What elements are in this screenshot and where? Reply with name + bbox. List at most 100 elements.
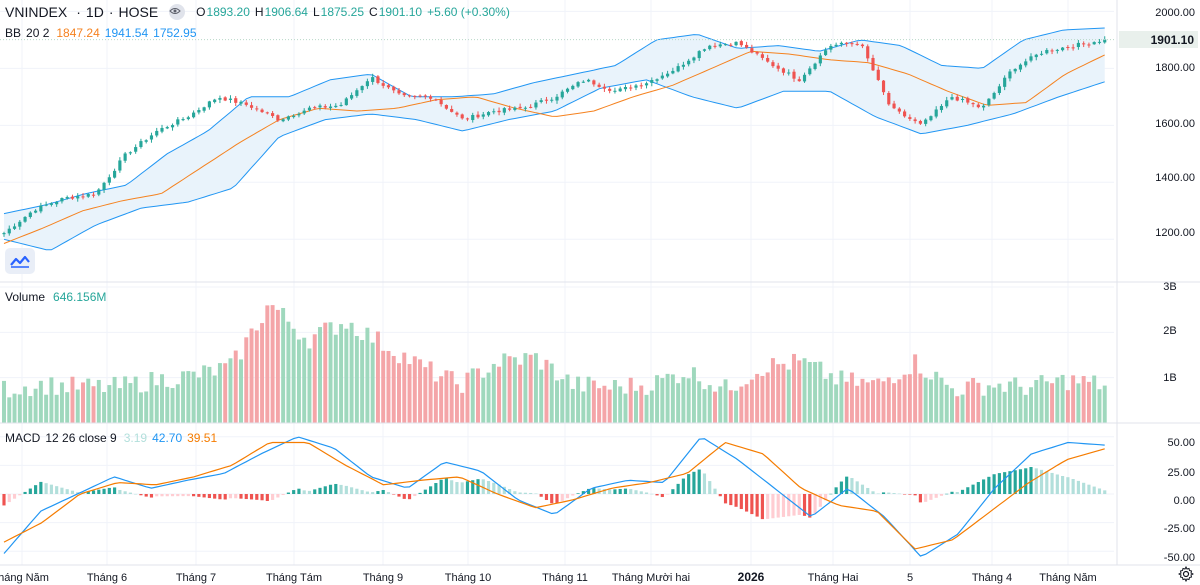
volume-bar[interactable] xyxy=(570,388,575,423)
volume-bar[interactable] xyxy=(154,385,159,423)
volume-bar[interactable] xyxy=(149,372,154,423)
candle-body[interactable] xyxy=(128,152,132,154)
symbol-interval[interactable]: 1D xyxy=(85,4,104,20)
candle-body[interactable] xyxy=(23,216,27,222)
volume-bar[interactable] xyxy=(397,363,401,423)
macd-legend[interactable]: MACD 12 26 close 9 3.19 42.70 39.51 xyxy=(5,431,217,445)
volume-bar[interactable] xyxy=(23,386,28,423)
volume-bar[interactable] xyxy=(713,391,717,423)
volume-bar[interactable] xyxy=(128,383,133,423)
volume-bar[interactable] xyxy=(876,378,881,423)
candle-body[interactable] xyxy=(392,86,396,91)
candle-body[interactable] xyxy=(1024,61,1028,66)
candle-body[interactable] xyxy=(492,111,496,113)
volume-bar[interactable] xyxy=(518,364,523,423)
volume-bar[interactable] xyxy=(454,384,459,423)
candle-body[interactable] xyxy=(381,83,385,86)
volume-bar[interactable] xyxy=(465,372,470,423)
volume-bar[interactable] xyxy=(1018,386,1023,423)
volume-bar[interactable] xyxy=(1097,389,1102,423)
candle-body[interactable] xyxy=(302,110,306,114)
candle-body[interactable] xyxy=(576,82,580,87)
volume-bar[interactable] xyxy=(907,374,912,423)
candle-body[interactable] xyxy=(218,97,222,100)
volume-bar[interactable] xyxy=(418,359,423,423)
candle-body[interactable] xyxy=(271,113,275,116)
volume-bar[interactable] xyxy=(507,356,512,423)
volume-bar[interactable] xyxy=(481,377,486,423)
candle-body[interactable] xyxy=(1039,53,1044,55)
candle-body[interactable] xyxy=(639,85,643,87)
volume-bar[interactable] xyxy=(544,359,549,423)
candle-body[interactable] xyxy=(713,45,717,47)
candle-body[interactable] xyxy=(534,102,538,108)
volume-bar[interactable] xyxy=(797,360,802,423)
candle-body[interactable] xyxy=(213,99,217,103)
candle-body[interactable] xyxy=(581,81,585,83)
volume-bar[interactable] xyxy=(612,380,617,423)
candle-body[interactable] xyxy=(1045,49,1049,54)
volume-bar[interactable] xyxy=(533,353,538,423)
volume-bar[interactable] xyxy=(707,385,712,423)
volume-bar[interactable] xyxy=(944,384,949,423)
candle-body[interactable] xyxy=(102,182,106,190)
candle-body[interactable] xyxy=(70,196,75,199)
volume-bar[interactable] xyxy=(302,337,307,423)
volume-bar[interactable] xyxy=(123,376,128,423)
candle-body[interactable] xyxy=(644,83,649,86)
volume-bar[interactable] xyxy=(91,386,96,423)
candle-body[interactable] xyxy=(197,110,201,113)
volume-bar[interactable] xyxy=(1013,377,1018,423)
candle-body[interactable] xyxy=(623,87,628,90)
candle-body[interactable] xyxy=(1034,54,1038,58)
volume-bar[interactable] xyxy=(333,334,338,423)
candle-body[interactable] xyxy=(908,117,912,119)
volume-bar[interactable] xyxy=(428,361,433,423)
candle-body[interactable] xyxy=(355,90,359,96)
volume-bar[interactable] xyxy=(28,396,33,423)
candle-body[interactable] xyxy=(318,105,322,108)
candle-body[interactable] xyxy=(144,140,148,142)
volume-bar[interactable] xyxy=(934,371,939,423)
candle-body[interactable] xyxy=(418,95,422,97)
candle-body[interactable] xyxy=(866,46,870,59)
volume-bar[interactable] xyxy=(112,376,117,423)
candle-body[interactable] xyxy=(513,107,517,110)
volume-bar[interactable] xyxy=(12,393,17,423)
volume-bar[interactable] xyxy=(160,374,164,423)
volume-bar[interactable] xyxy=(281,307,286,423)
volume-bar[interactable] xyxy=(296,339,301,423)
candle-body[interactable] xyxy=(797,79,801,82)
candle-body[interactable] xyxy=(634,85,638,88)
volume-bar[interactable] xyxy=(950,388,954,423)
candle-body[interactable] xyxy=(460,114,464,119)
candle-body[interactable] xyxy=(44,204,48,206)
candle-body[interactable] xyxy=(260,109,264,113)
volume-bar[interactable] xyxy=(749,379,754,423)
candle-body[interactable] xyxy=(834,44,838,47)
volume-bar[interactable] xyxy=(1029,387,1033,423)
volume-bar[interactable] xyxy=(802,358,807,423)
candle-body[interactable] xyxy=(523,107,527,109)
volume-bar[interactable] xyxy=(239,359,243,423)
candle-body[interactable] xyxy=(750,48,754,53)
volume-bar[interactable] xyxy=(1055,377,1060,423)
volume-bar[interactable] xyxy=(528,354,533,423)
candle-body[interactable] xyxy=(802,74,807,82)
candle-body[interactable] xyxy=(481,114,485,117)
candle-body[interactable] xyxy=(76,196,80,199)
volume-bar[interactable] xyxy=(291,328,296,423)
candle-body[interactable] xyxy=(860,44,865,47)
volume-bar[interactable] xyxy=(381,350,386,423)
candle-body[interactable] xyxy=(992,92,996,99)
candle-body[interactable] xyxy=(966,98,970,103)
candle-body[interactable] xyxy=(81,196,85,198)
volume-legend[interactable]: Volume 646.156M xyxy=(5,290,106,304)
volume-bar[interactable] xyxy=(423,367,428,423)
candle-body[interactable] xyxy=(328,106,333,108)
volume-bar[interactable] xyxy=(634,390,638,423)
volume-bar[interactable] xyxy=(360,340,365,423)
candle-body[interactable] xyxy=(292,115,296,118)
volume-bar[interactable] xyxy=(576,376,581,423)
volume-bar[interactable] xyxy=(175,384,180,423)
